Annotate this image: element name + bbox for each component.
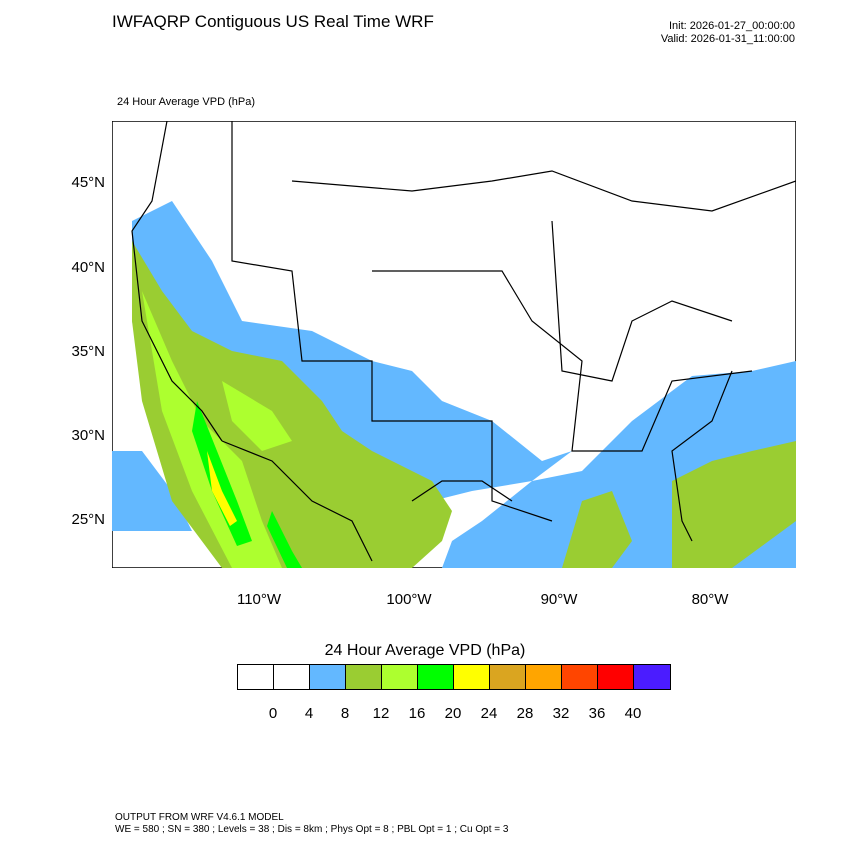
legend-swatch <box>310 665 346 689</box>
vpd-16-20-areas <box>192 401 302 568</box>
lon-label: 110°W <box>236 591 282 608</box>
lat-label: 25°N <box>71 511 105 528</box>
lon-label: 80°W <box>691 591 729 608</box>
legend-swatch <box>346 665 382 689</box>
legend-level-label: 0 <box>268 705 278 722</box>
lat-label: 40°N <box>71 259 105 276</box>
legend-swatch <box>382 665 418 689</box>
valid-time: Valid: 2026-01-31_11:00:00 <box>660 33 795 45</box>
legend-level-label: 24 <box>480 705 498 722</box>
init-time: Init: 2026-01-27_00:00:00 <box>669 20 795 32</box>
color-legend <box>237 664 671 690</box>
vpd-map <box>112 121 796 568</box>
legend-swatch <box>418 665 454 689</box>
lat-label: 45°N <box>71 174 105 191</box>
model-config: WE = 580 ; SN = 380 ; Levels = 38 ; Dis … <box>115 824 509 835</box>
vpd-12-16-areas <box>142 291 292 568</box>
legend-level-label: 8 <box>340 705 350 722</box>
lat-label: 30°N <box>71 427 105 444</box>
legend-level-label: 36 <box>588 705 606 722</box>
plot-title: IWFAQRP Contiguous US Real Time WRF <box>112 12 434 31</box>
legend-level-label: 12 <box>372 705 390 722</box>
run-times: Init: 2026-01-27_00:00:00 Valid: 2026-01… <box>661 20 795 46</box>
legend-level-label: 4 <box>304 705 314 722</box>
vpd-20-24-areas <box>207 451 237 526</box>
legend-swatch <box>562 665 598 689</box>
legend-level-label: 16 <box>408 705 426 722</box>
legend-level-label: 20 <box>444 705 462 722</box>
state-boundaries <box>131 121 796 562</box>
legend-title: 24 Hour Average VPD (hPa) <box>324 642 526 659</box>
model-version: OUTPUT FROM WRF V4.6.1 MODEL <box>115 812 284 823</box>
legend-swatch <box>238 665 274 689</box>
legend-swatch <box>634 665 670 689</box>
lat-label: 35°N <box>71 343 105 360</box>
legend-level-label: 32 <box>552 705 570 722</box>
legend-swatch <box>454 665 490 689</box>
legend-swatch <box>490 665 526 689</box>
lon-label: 100°W <box>386 591 432 608</box>
lon-label: 90°W <box>540 591 578 608</box>
legend-swatch <box>598 665 634 689</box>
field-subtitle: 24 Hour Average VPD (hPa) <box>117 96 255 108</box>
model-info: OUTPUT FROM WRF V4.6.1 MODEL WE = 580 ; … <box>115 812 508 836</box>
legend-level-label: 28 <box>516 705 534 722</box>
legend-swatch <box>526 665 562 689</box>
legend-level-label: 40 <box>624 705 642 722</box>
legend-swatch <box>274 665 310 689</box>
